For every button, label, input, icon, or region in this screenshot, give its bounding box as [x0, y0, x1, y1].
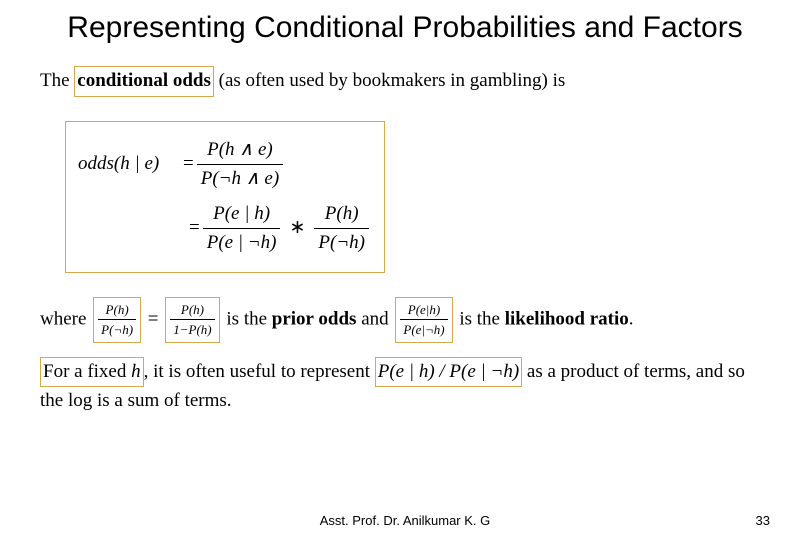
equals-2: =: [189, 214, 200, 243]
where-frac-3: P(e|h) P(e|¬h): [395, 297, 452, 343]
where-mid1: is the: [226, 308, 271, 329]
fixed-h-box: For a fixed h: [40, 357, 144, 388]
frac-joint: P(h ∧ e) P(¬h ∧ e): [197, 136, 283, 194]
wf1-den: P(¬h): [98, 320, 136, 340]
odds-label: odds(h | e): [78, 150, 183, 179]
ratio-expr-box: P(e | h) / P(e | ¬h): [375, 357, 522, 388]
odds-formula-block: odds(h | e) = P(h ∧ e) P(¬h ∧ e) = P(e |…: [65, 121, 385, 273]
wf2-num: P(h): [170, 300, 214, 321]
wf3-den: P(e|¬h): [400, 320, 447, 340]
footer-page-number: 33: [756, 513, 770, 528]
wf1-num: P(h): [98, 300, 136, 321]
where-prefix: where: [40, 308, 91, 329]
equation-row-2: = P(e | h) P(e | ¬h) ∗ P(h) P(¬h): [78, 200, 372, 258]
where-mid2: and: [356, 308, 393, 329]
footer-author: Asst. Prof. Dr. Anilkumar K. G: [0, 513, 810, 528]
frac-joint-den: P(¬h ∧ e): [197, 165, 283, 194]
where-frac-2: P(h) 1−P(h): [165, 297, 219, 343]
frac-likelihood: P(e | h) P(e | ¬h): [203, 200, 281, 258]
likelihood-ratio-term: likelihood ratio: [505, 308, 629, 329]
where-mid3: is the: [459, 308, 504, 329]
frac-lk-num: P(e | h): [203, 200, 281, 230]
equals-1: =: [183, 150, 194, 179]
frac-lk-den: P(e | ¬h): [203, 229, 281, 258]
star-op: ∗: [289, 214, 305, 243]
where-frac-1: P(h) P(¬h): [93, 297, 141, 343]
p2b: , it is often useful to represent: [144, 361, 375, 382]
wf2-den: 1−P(h): [170, 320, 214, 340]
slide-title: Representing Conditional Probabilities a…: [40, 10, 770, 46]
where-eq: =: [148, 308, 163, 329]
intro-paragraph: The conditional odds (as often used by b…: [40, 66, 770, 97]
frac-pr-den: P(¬h): [314, 229, 369, 258]
frac-pr-num: P(h): [314, 200, 369, 230]
prior-odds-term: prior odds: [272, 308, 357, 329]
equation-row-1: odds(h | e) = P(h ∧ e) P(¬h ∧ e): [78, 136, 372, 194]
wf3-num: P(e|h): [400, 300, 447, 321]
intro-prefix: The: [40, 70, 74, 91]
where-paragraph: where P(h) P(¬h) = P(h) 1−P(h) is the pr…: [40, 297, 770, 343]
intro-suffix: (as often used by bookmakers in gambling…: [214, 70, 565, 91]
where-end: .: [629, 308, 634, 329]
fixed-h-paragraph: For a fixed h, it is often useful to rep…: [40, 357, 770, 416]
frac-joint-num: P(h ∧ e): [197, 136, 283, 166]
frac-prior: P(h) P(¬h): [314, 200, 369, 258]
conditional-odds-term: conditional odds: [74, 66, 214, 97]
